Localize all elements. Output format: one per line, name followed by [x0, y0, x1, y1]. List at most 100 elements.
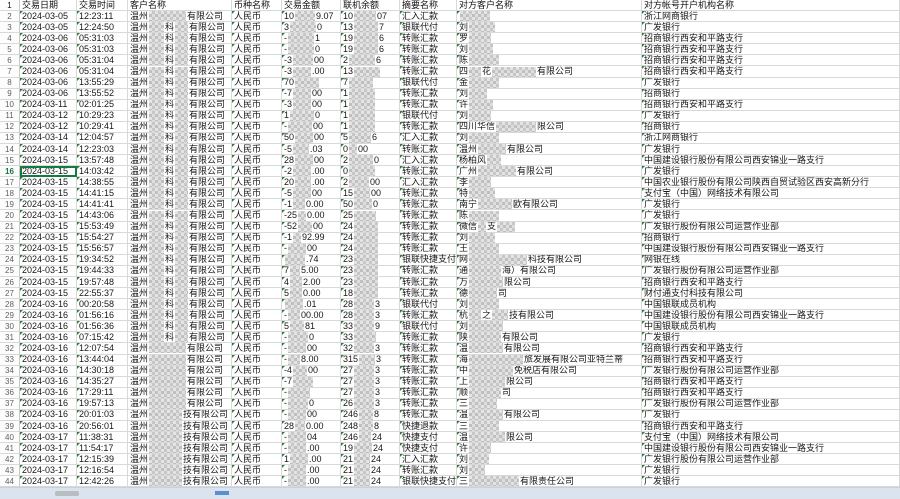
row-number[interactable]: 16 — [0, 166, 20, 178]
row-number[interactable]: 7 — [0, 66, 20, 78]
cell-summary[interactable]: 转账汇款 — [400, 354, 457, 366]
cell-balance[interactable]: 33 9 — [341, 321, 400, 333]
cell-time[interactable]: 12:15:39 — [77, 454, 128, 466]
cell-bank[interactable]: 广发银行 — [642, 144, 900, 156]
cell-date[interactable]: 2024-03-15 — [20, 276, 77, 289]
cell-currency[interactable]: 人民币 — [232, 243, 282, 255]
cell-summary[interactable]: 转账汇款 — [400, 343, 457, 355]
cell-bank[interactable]: 招商银行西安和平路支行 — [642, 354, 900, 366]
cell-currency[interactable]: 人民币 — [232, 177, 282, 189]
cell-currency[interactable]: 人民币 — [232, 365, 282, 377]
cell-customer[interactable]: 温州 技有限公司 — [128, 420, 232, 433]
cell-time[interactable]: 14:30:18 — [77, 365, 128, 377]
cell-amount[interactable]: 70 — [282, 77, 341, 89]
cell-date[interactable]: 2024-03-06 — [20, 77, 77, 89]
cell-counterparty[interactable]: 温州 有限公司 — [457, 144, 642, 156]
cell-currency[interactable]: 人民币 — [232, 476, 282, 488]
row-number[interactable]: 27 — [0, 288, 20, 300]
cell-customer[interactable]: 温州科有限公司 — [128, 243, 232, 255]
cell-amount[interactable]: -8.00 — [282, 354, 341, 366]
cell-balance[interactable]: 28 3 — [341, 299, 400, 311]
column-header-date[interactable]: 交易日期 — [20, 0, 77, 12]
cell-counterparty[interactable]: 罗 — [457, 33, 642, 45]
cell-counterparty[interactable]: 刘 — [457, 321, 642, 333]
cell-time[interactable]: 12:04:57 — [77, 132, 128, 145]
column-header-currency[interactable]: 币种名称 — [232, 0, 282, 12]
cell-bank[interactable]: 广发银行股份有限公司运营作业部 — [642, 454, 900, 466]
cell-balance[interactable]: 27 3 — [341, 365, 400, 377]
cell-counterparty[interactable]: 温有限公司 — [457, 409, 642, 421]
cell-customer[interactable]: 温州科有限公司 — [128, 155, 232, 167]
cell-counterparty[interactable]: 海旅发展有限公司亚特兰蒂 — [457, 354, 642, 366]
cell-amount[interactable]: 28 00 — [282, 155, 341, 167]
cell-summary[interactable]: 转账汇款 — [400, 387, 457, 399]
cell-balance[interactable]: 1 — [341, 121, 400, 133]
row-number[interactable]: 9 — [0, 88, 20, 100]
cell-summary[interactable]: 转账汇款 — [400, 55, 457, 67]
cell-date[interactable]: 2024-03-16 — [20, 365, 77, 377]
cell-date[interactable]: 2024-03-16 — [20, 299, 77, 311]
cell-date[interactable]: 2024-03-17 — [20, 432, 77, 444]
cell-summary[interactable]: 银联代付 — [400, 321, 457, 333]
cell-summary[interactable]: 快捷支付 — [400, 432, 457, 444]
cell-customer[interactable]: 温州 有限公司 — [128, 343, 232, 355]
cell-time[interactable]: 10:29:23 — [77, 110, 128, 122]
cell-bank[interactable]: 中国建设银行股份有限公司西安锦业一路支行 — [642, 443, 900, 455]
row-number[interactable]: 40 — [0, 432, 20, 444]
cell-date[interactable]: 2024-03-16 — [20, 343, 77, 355]
cell-currency[interactable]: 人民币 — [232, 77, 282, 89]
cell-bank[interactable]: 中国银联成员机构 — [642, 299, 900, 311]
cell-amount[interactable]: .01 — [282, 299, 341, 311]
cell-customer[interactable]: 温州科有限公司 — [128, 265, 232, 277]
row-number[interactable]: 3 — [0, 22, 20, 34]
cell-currency[interactable]: 人民币 — [232, 121, 282, 133]
cell-customer[interactable]: 温州科有限公司 — [128, 110, 232, 122]
cell-counterparty[interactable]: 万限公司 — [457, 276, 642, 289]
cell-bank[interactable]: 中国农业银行股份有限公司陕西自贸试验区西安高新分行 — [642, 177, 900, 189]
cell-balance[interactable]: 21 24 — [341, 465, 400, 477]
cell-time[interactable]: 15:53:49 — [77, 221, 128, 233]
cell-currency[interactable]: 人民币 — [232, 221, 282, 233]
cell-customer[interactable]: 温州科有限公司 — [128, 33, 232, 45]
cell-date[interactable]: 2024-03-15 — [20, 199, 77, 211]
cell-amount[interactable]: -25 0.00 — [282, 210, 341, 222]
cell-currency[interactable]: 人民币 — [232, 155, 282, 167]
cell-counterparty[interactable]: 刘 — [457, 44, 642, 56]
cell-bank[interactable]: 支付宝（中国）网络技术有限公司 — [642, 432, 900, 444]
cell-balance[interactable]: 1 — [341, 99, 400, 111]
column-header-bank[interactable]: 对方帐号开户机构名称 — [642, 0, 900, 12]
cell-bank[interactable]: 广发银行股份有限公司运营作业部 — [642, 221, 900, 233]
cell-customer[interactable]: 温州科有限公司 — [128, 199, 232, 211]
cell-amount[interactable]: -1 — [282, 33, 341, 45]
row-number[interactable]: 4 — [0, 33, 20, 45]
cell-summary[interactable]: 银联代付 — [400, 110, 457, 122]
cell-balance[interactable]: 23 — [341, 276, 400, 289]
cell-summary[interactable]: 转账汇款 — [400, 332, 457, 344]
cell-counterparty[interactable]: 德司 — [457, 288, 642, 300]
cell-summary[interactable]: 转账汇款 — [400, 88, 457, 100]
cell-amount[interactable]: - — [282, 387, 341, 399]
row-number[interactable]: 8 — [0, 77, 20, 89]
cell-date[interactable]: 2024-03-11 — [20, 99, 77, 111]
cell-amount[interactable]: -52 00 — [282, 221, 341, 233]
cell-time[interactable]: 19:44:33 — [77, 265, 128, 277]
cell-bank[interactable]: 广发银行 — [642, 110, 900, 122]
cell-time[interactable]: 12:07:54 — [77, 343, 128, 355]
cell-customer[interactable]: 温州科有限公司 — [128, 55, 232, 67]
cell-currency[interactable]: 人民币 — [232, 210, 282, 222]
row-number[interactable]: 36 — [0, 387, 20, 399]
cell-customer[interactable]: 温州科有限公司 — [128, 88, 232, 100]
cell-customer[interactable]: 温州科有限公司 — [128, 177, 232, 189]
cell-time[interactable]: 02:01:25 — [77, 99, 128, 111]
column-header-amount[interactable]: 交易金额 — [282, 0, 341, 12]
cell-balance[interactable]: 27 3 — [341, 387, 400, 399]
cell-summary[interactable]: 转账汇款 — [400, 221, 457, 233]
cell-date[interactable]: 2024-03-14 — [20, 132, 77, 145]
cell-customer[interactable]: 温州科有限公司 — [128, 232, 232, 244]
row-number[interactable]: 25 — [0, 265, 20, 277]
cell-bank[interactable]: 广发银行 — [642, 77, 900, 89]
cell-currency[interactable]: 人民币 — [232, 11, 282, 23]
cell-bank[interactable]: 招商银行西安和平路支行 — [642, 44, 900, 56]
cell-currency[interactable]: 人民币 — [232, 354, 282, 366]
cell-amount[interactable]: -5.03 — [282, 144, 341, 156]
